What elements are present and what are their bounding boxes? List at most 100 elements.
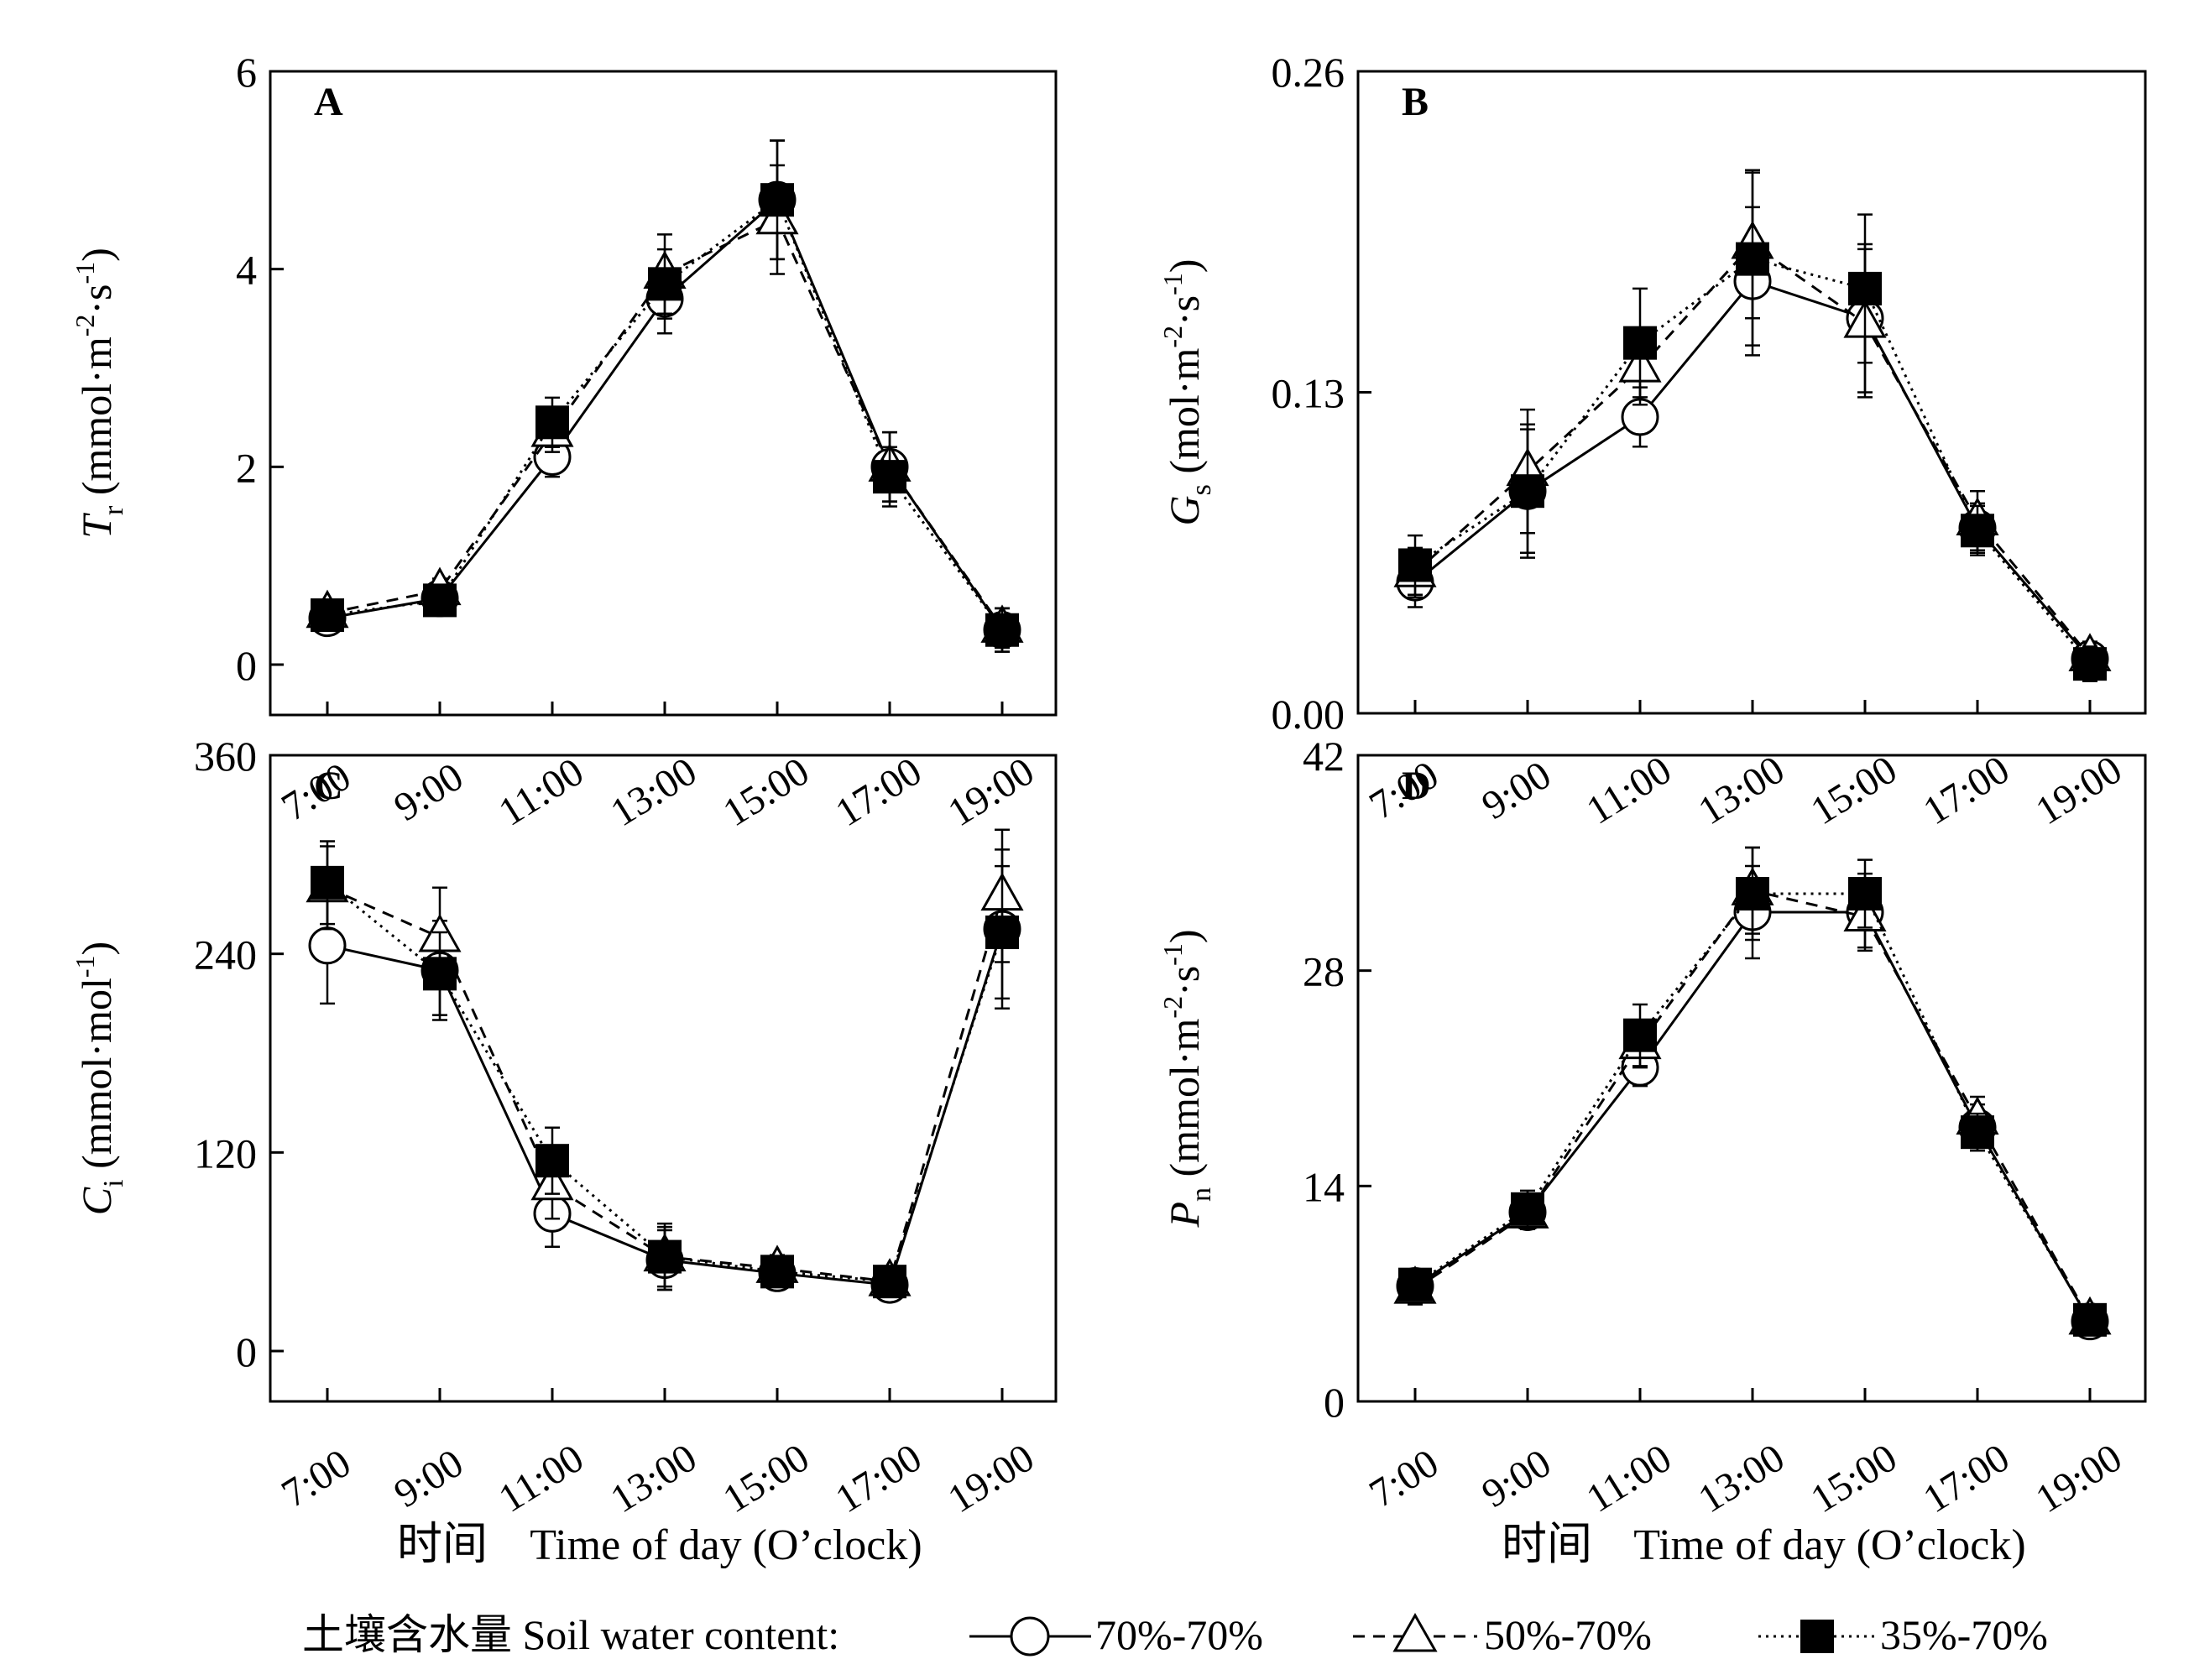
data-point-square bbox=[648, 1239, 682, 1274]
data-point-square bbox=[873, 460, 906, 494]
legend-circle-marker bbox=[1010, 1616, 1050, 1657]
y-axis-unit-mid: ·s bbox=[1161, 295, 1208, 326]
data-point-square bbox=[985, 916, 1019, 950]
y-axis-unit-end: ) bbox=[1161, 259, 1208, 274]
data-point-square bbox=[760, 1255, 794, 1289]
x-axis-title-left-cn: 时间 bbox=[397, 1519, 488, 1569]
y-tick-label: 0 bbox=[236, 1328, 257, 1375]
legend-item-70-70: 70%-70% bbox=[969, 1611, 1263, 1658]
data-point-square bbox=[1511, 474, 1544, 509]
y-axis-subscript: s bbox=[1186, 484, 1217, 495]
data-point-square bbox=[1961, 1115, 1994, 1150]
data-point-square bbox=[535, 1144, 569, 1178]
y-tick-label: 14 bbox=[1303, 1163, 1345, 1210]
panel-letter: D bbox=[1402, 764, 1431, 808]
y-axis-subscript: i bbox=[98, 1179, 129, 1187]
data-point-square bbox=[311, 865, 344, 900]
legend-item-35-70: 35%-70% bbox=[1758, 1611, 2048, 1658]
plot-frame bbox=[269, 70, 1058, 717]
legend-item-50-70: 50%-70% bbox=[1353, 1611, 1652, 1658]
y-axis-unit: (mmol·mol bbox=[73, 978, 120, 1179]
y-axis-subscript: r bbox=[98, 505, 129, 515]
y-tick-label: 0 bbox=[1324, 1379, 1345, 1426]
y-tick-label: 4 bbox=[236, 247, 257, 294]
y-axis-unit-end: ) bbox=[73, 248, 120, 262]
data-point-square bbox=[1961, 514, 1994, 548]
x-axis-title-right-cn: 时间 bbox=[1502, 1519, 1592, 1569]
data-point-square bbox=[873, 1265, 906, 1299]
y-tick-label: 2 bbox=[236, 444, 257, 491]
data-point-square bbox=[311, 598, 344, 633]
y-axis-unit-mid: ·s bbox=[1161, 966, 1208, 996]
y-axis-title: Ci (mmol·mol-1) bbox=[70, 942, 129, 1215]
y-axis-subscript: n bbox=[1186, 1187, 1217, 1202]
y-tick-label: 0 bbox=[236, 642, 257, 689]
y-tick-label: 0.00 bbox=[1272, 691, 1345, 738]
y-axis-symbol: G bbox=[1161, 495, 1208, 525]
y-axis-symbol: C bbox=[73, 1187, 120, 1215]
y-tick-label: 6 bbox=[236, 49, 257, 96]
data-point-square bbox=[1848, 271, 1882, 305]
y-axis-unit: (mmol·m bbox=[73, 337, 120, 505]
legend-square-marker bbox=[1800, 1620, 1834, 1653]
series-35%-70% bbox=[311, 840, 1019, 1299]
y-tick-label: 42 bbox=[1303, 733, 1345, 780]
data-point-square bbox=[1736, 877, 1769, 910]
y-axis-unit-end: ) bbox=[73, 942, 120, 956]
data-point-square bbox=[423, 957, 457, 991]
series-35%-70% bbox=[1398, 846, 2107, 1337]
y-axis-unit: (mol·m bbox=[1161, 348, 1208, 485]
data-point-square bbox=[985, 613, 1019, 647]
y-axis-superscript: -1 bbox=[70, 955, 100, 978]
y-axis-unit: (mmol·m bbox=[1161, 1018, 1208, 1187]
y-axis-unit-mid: ·s bbox=[73, 284, 120, 315]
data-point-square bbox=[1848, 877, 1882, 910]
y-tick-label: 120 bbox=[194, 1130, 257, 1177]
y-axis-superscript: -1 bbox=[70, 262, 100, 284]
data-point-square bbox=[1398, 1267, 1432, 1302]
y-axis-superscript: -2 bbox=[70, 315, 100, 337]
series-35%-70% bbox=[1398, 171, 2107, 682]
data-point-square bbox=[2073, 647, 2107, 681]
y-axis-title: Gs (mol·m-2·s-1) bbox=[1157, 259, 1217, 526]
data-point-square bbox=[1511, 1192, 1544, 1226]
data-point-square bbox=[648, 267, 682, 301]
x-axis-title-right-en: Time of day (O’clock) bbox=[1633, 1521, 2025, 1569]
series-35%-70% bbox=[311, 139, 1019, 653]
data-point-circle bbox=[308, 926, 347, 965]
y-axis-superscript: -1 bbox=[1157, 273, 1188, 295]
legend: 土壤含水量 Soil water content: 70%-70% 50%-70… bbox=[302, 1611, 2048, 1658]
data-point-square bbox=[1623, 326, 1657, 360]
plot-frame bbox=[269, 754, 1058, 1403]
y-axis-superscript: -1 bbox=[1157, 943, 1188, 966]
y-axis-symbol: T bbox=[73, 513, 120, 539]
y-axis-unit-end: ) bbox=[1161, 930, 1208, 944]
y-tick-label: 28 bbox=[1303, 948, 1345, 995]
data-point-square bbox=[423, 583, 457, 618]
legend-title: 土壤含水量 Soil water content: bbox=[302, 1611, 839, 1658]
x-axis-title-left-en: Time of day (O’clock) bbox=[530, 1521, 922, 1569]
data-point-square bbox=[760, 183, 794, 217]
legend-label-50-70: 50%-70% bbox=[1484, 1611, 1652, 1658]
panel-letter: B bbox=[1402, 80, 1429, 124]
y-tick-label: 0.13 bbox=[1272, 370, 1345, 417]
y-axis-superscript: -2 bbox=[1157, 326, 1188, 348]
panel-letter: A bbox=[314, 80, 343, 124]
y-axis-title: Pn (mmol·m-2·s-1) bbox=[1157, 930, 1217, 1229]
panel-letter: C bbox=[314, 764, 343, 808]
legend-label-35-70: 35%-70% bbox=[1880, 1611, 2048, 1658]
data-point-square bbox=[1736, 242, 1769, 276]
y-tick-label: 360 bbox=[194, 733, 257, 780]
y-tick-label: 240 bbox=[194, 931, 257, 978]
y-axis-title: Tr (mmol·m-2·s-1) bbox=[70, 248, 129, 539]
data-point-square bbox=[1398, 548, 1432, 582]
data-point-square bbox=[1623, 1018, 1657, 1052]
data-point-square bbox=[535, 405, 569, 440]
legend-triangle-marker bbox=[1392, 1612, 1438, 1652]
y-axis-symbol: P bbox=[1161, 1202, 1208, 1229]
legend-label-70-70: 70%-70% bbox=[1095, 1611, 1263, 1658]
data-point-square bbox=[2073, 1302, 2107, 1337]
y-tick-label: 0.26 bbox=[1272, 49, 1345, 96]
